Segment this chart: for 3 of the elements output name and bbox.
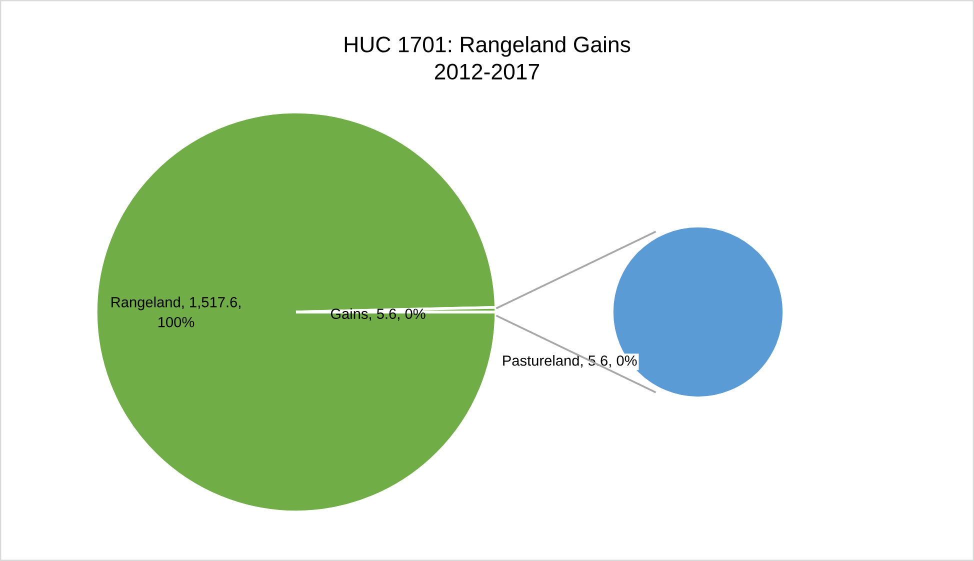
pie-slice	[94, 110, 498, 514]
chart-title: HUC 1701: Rangeland Gains 2012-2017	[344, 36, 630, 80]
slice-label: Rangeland, 1,517.6, 100%	[112, 296, 240, 328]
